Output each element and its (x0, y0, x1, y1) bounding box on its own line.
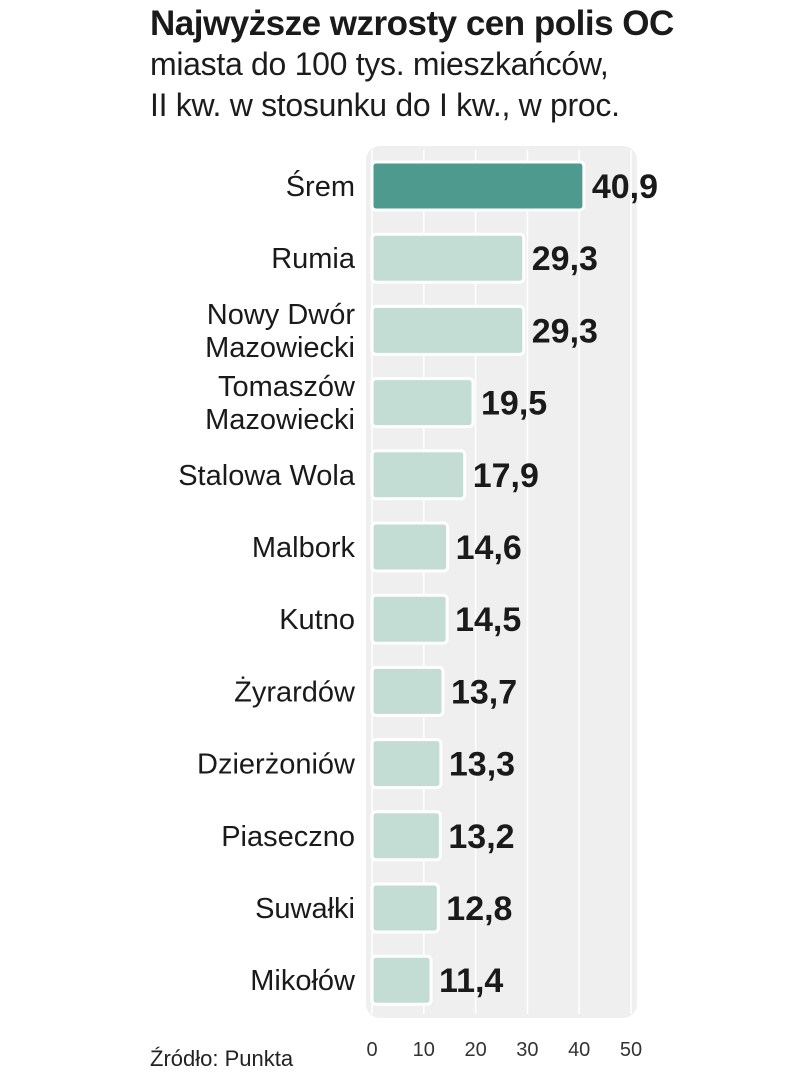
category-label: Stalowa Wola (178, 460, 356, 492)
value-label: 14,5 (455, 601, 521, 639)
bar (370, 304, 526, 356)
bar (370, 160, 586, 212)
x-tick-label: 20 (464, 1039, 486, 1061)
value-label: 29,3 (532, 312, 598, 350)
bar (370, 665, 445, 717)
bar (370, 377, 475, 429)
value-label: 17,9 (473, 457, 539, 495)
x-tick-label: 0 (366, 1039, 377, 1061)
plot-panel (366, 146, 637, 1018)
source-note: Źródło: Punkta (150, 1046, 294, 1071)
category-label: Malbork (252, 532, 356, 564)
category-label: Mikołów (250, 965, 356, 997)
value-label: 14,6 (456, 529, 522, 567)
x-tick-label: 30 (516, 1039, 538, 1061)
chart-subtitle-line1: miasta do 100 tys. mieszkańców, (150, 46, 609, 82)
value-label: 13,7 (451, 673, 517, 711)
value-label: 19,5 (481, 385, 547, 423)
category-label: Dzierżoniów (197, 749, 356, 781)
category-label: Żyrardów (234, 675, 356, 708)
x-tick-label: 50 (620, 1039, 642, 1061)
value-label: 11,4 (439, 962, 503, 1000)
value-label: 29,3 (532, 240, 598, 278)
category-label: Piaseczno (221, 821, 355, 853)
chart-subtitle-line2: II kw. w stosunku do I kw., w proc. (150, 87, 620, 123)
category-label: Rumia (271, 243, 356, 275)
value-label: 13,2 (448, 818, 514, 856)
category-label: Mazowiecki (205, 404, 355, 436)
category-label: Śrem (286, 169, 355, 203)
bar (370, 593, 449, 645)
bar (370, 449, 467, 501)
x-tick-label: 10 (413, 1039, 435, 1061)
category-label: Suwałki (255, 893, 355, 925)
value-label: 12,8 (446, 890, 512, 928)
bar (370, 521, 450, 573)
category-label: Kutno (279, 604, 355, 636)
category-label: Tomaszów (218, 371, 356, 403)
category-label: Nowy Dwór (207, 299, 356, 331)
bar (370, 882, 440, 934)
bar (370, 232, 526, 284)
bar (370, 810, 442, 862)
value-label: 13,3 (449, 746, 515, 784)
value-label: 40,9 (592, 168, 658, 206)
category-label: Mazowiecki (205, 332, 355, 364)
chart-title: Najwyższe wzrosty cen polis OC (150, 4, 674, 43)
bar (370, 954, 433, 1006)
x-tick-label: 40 (568, 1039, 590, 1061)
bar (370, 738, 443, 790)
